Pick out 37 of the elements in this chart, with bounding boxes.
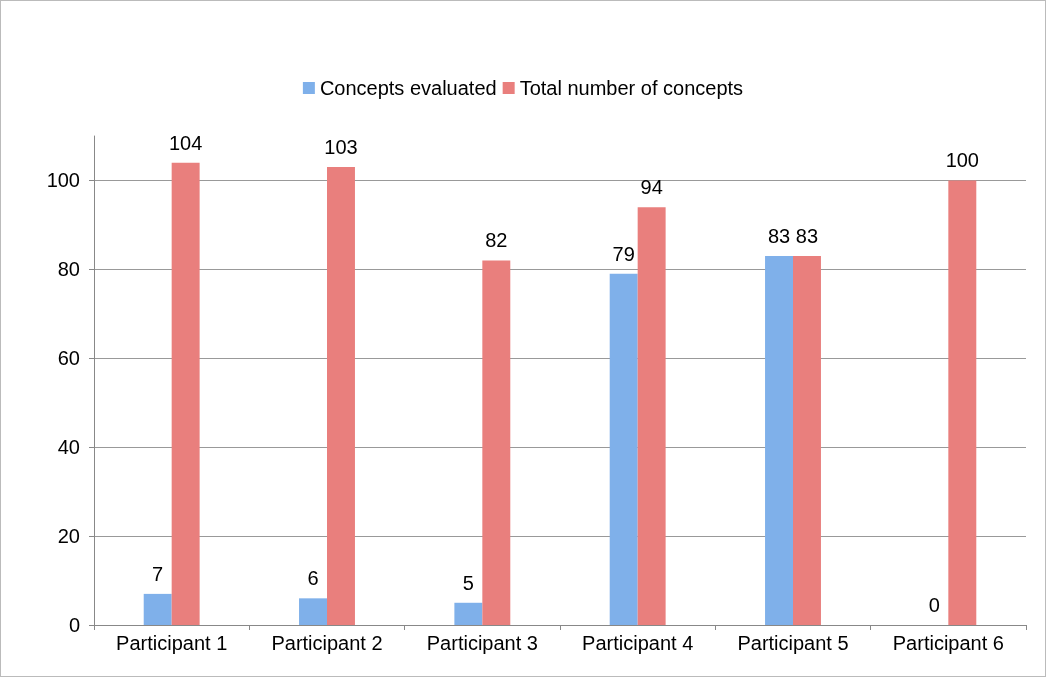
y-tick-label: 20 <box>57 525 80 548</box>
x-tick-label: Participant 3 <box>426 632 538 654</box>
y-tick-label: 0 <box>68 614 80 636</box>
bar <box>637 207 666 625</box>
legend-label: Total number of concepts <box>519 77 744 99</box>
bar <box>948 180 977 625</box>
y-tick-label: 80 <box>57 258 80 281</box>
data-label: 83 <box>795 225 819 248</box>
data-label: 83 <box>767 225 791 248</box>
y-tick-label: 40 <box>57 436 80 459</box>
bar <box>171 162 200 625</box>
data-label: 104 <box>168 131 203 154</box>
data-label: 0 <box>928 594 940 616</box>
data-label: 82 <box>485 229 508 252</box>
data-label: 103 <box>324 136 358 159</box>
y-tick-label: 60 <box>57 347 80 370</box>
bar <box>327 167 355 625</box>
x-tick-label: Participant 4 <box>582 632 694 654</box>
bar <box>482 260 511 625</box>
data-label: 6 <box>307 567 319 590</box>
bar <box>454 602 483 625</box>
data-label: 7 <box>152 562 164 585</box>
bar <box>793 256 821 625</box>
x-tick-label: Participant 5 <box>737 632 849 654</box>
data-label: 94 <box>640 176 663 199</box>
x-tick-label: Participant 6 <box>892 632 1004 654</box>
bar <box>143 593 172 625</box>
y-tick-label: 100 <box>46 169 80 192</box>
bar <box>765 256 793 625</box>
legend-label: Concepts evaluated <box>319 77 497 99</box>
bar <box>299 598 327 625</box>
data-label: 79 <box>612 242 635 265</box>
x-tick-label: Participant 1 <box>116 632 228 654</box>
bar <box>609 273 638 625</box>
x-tick-label: Participant 2 <box>271 632 383 654</box>
data-label: 100 <box>945 149 979 172</box>
data-label: 5 <box>462 571 474 594</box>
